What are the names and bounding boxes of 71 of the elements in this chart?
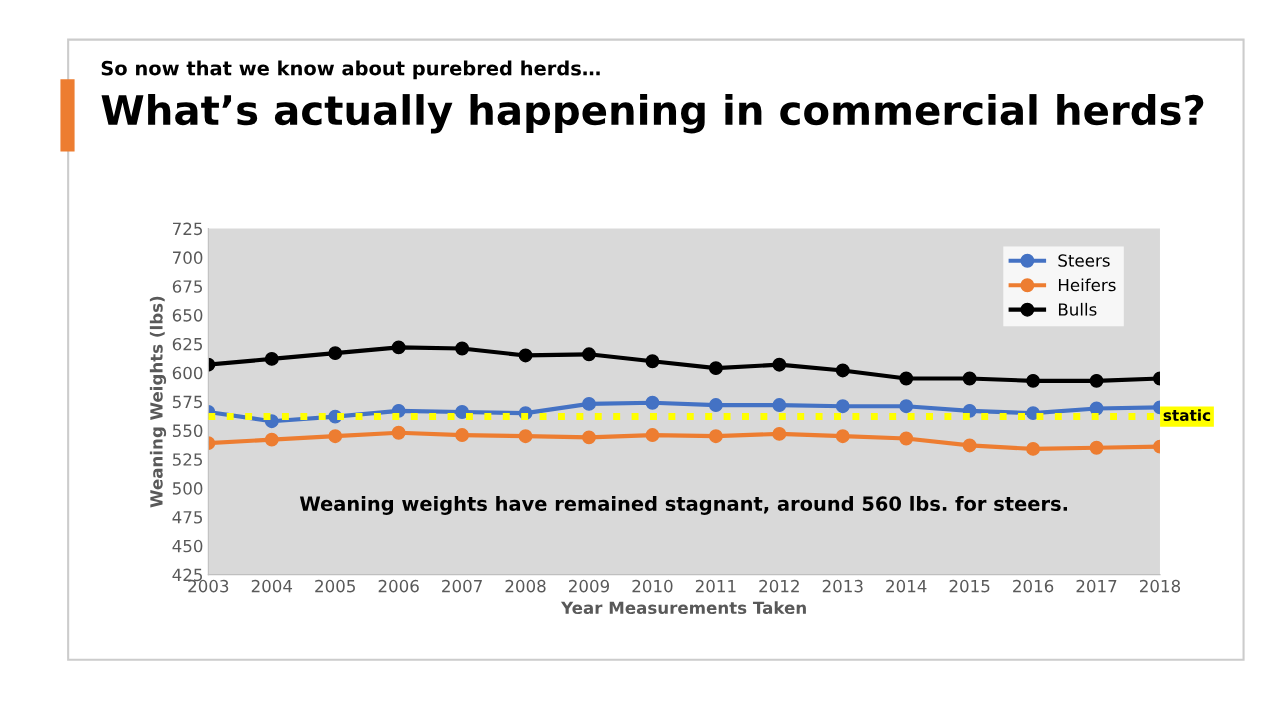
y-tick-label: 575 bbox=[172, 395, 203, 409]
point bbox=[835, 429, 850, 444]
point bbox=[645, 354, 660, 369]
point bbox=[708, 361, 723, 376]
y-axis-title: Weaning Weights (lbs) bbox=[149, 296, 167, 508]
point bbox=[1026, 373, 1041, 388]
y-tick-label: 550 bbox=[172, 424, 203, 438]
x-tick-label: 2011 bbox=[695, 579, 736, 593]
point bbox=[582, 430, 596, 445]
x-tick-label: 2007 bbox=[442, 579, 482, 593]
point bbox=[835, 399, 850, 414]
point bbox=[582, 396, 596, 411]
x-tick-label: 2005 bbox=[315, 579, 355, 593]
point bbox=[391, 340, 406, 355]
y-tick-label: 500 bbox=[172, 482, 203, 495]
x-tick-label: 2013 bbox=[822, 579, 863, 593]
point bbox=[1089, 440, 1104, 455]
x-tick-label: 2017 bbox=[1076, 579, 1117, 593]
y-tick-label: 450 bbox=[172, 539, 203, 553]
y-tick-label: 700 bbox=[173, 251, 203, 264]
x-tick-label: 2016 bbox=[1013, 579, 1054, 593]
point bbox=[962, 438, 977, 453]
point bbox=[518, 348, 533, 363]
y-tick-label: 625 bbox=[172, 337, 203, 351]
x-tick-label: 2015 bbox=[949, 579, 990, 593]
point bbox=[899, 399, 914, 414]
point bbox=[582, 347, 596, 362]
point bbox=[835, 363, 850, 378]
legend-label: Heifers bbox=[1058, 278, 1116, 292]
chart-title: What’s actually happening in commercial herds? bbox=[101, 94, 1204, 134]
point bbox=[264, 351, 279, 366]
x-tick-label: 2018 bbox=[1139, 579, 1181, 593]
point bbox=[455, 405, 470, 419]
chart-subtitle: So now that we know about purebred herds… bbox=[101, 60, 600, 80]
y-tick-label: 525 bbox=[172, 453, 203, 466]
point bbox=[772, 398, 787, 413]
ref-line-label: static bbox=[1163, 409, 1211, 422]
point bbox=[328, 346, 343, 361]
point bbox=[772, 426, 787, 441]
point bbox=[645, 428, 660, 442]
point bbox=[391, 425, 406, 440]
point bbox=[772, 357, 787, 372]
point bbox=[518, 429, 533, 444]
y-tick-label: 600 bbox=[172, 366, 203, 380]
point bbox=[455, 428, 470, 442]
y-tick-label: 675 bbox=[172, 280, 203, 293]
point bbox=[1026, 441, 1041, 456]
point bbox=[708, 398, 723, 413]
x-tick-label: 2014 bbox=[886, 579, 927, 593]
legend-label: Bulls bbox=[1058, 302, 1097, 316]
point bbox=[899, 431, 914, 446]
point bbox=[455, 341, 470, 356]
x-tick-label: 2008 bbox=[505, 579, 546, 593]
point bbox=[899, 371, 914, 386]
y-tick-label: 650 bbox=[172, 309, 203, 322]
annotation: Weaning weights have remained stagnant, around 560 lbs. for steers. bbox=[299, 495, 1068, 515]
legend-label: Steers bbox=[1058, 254, 1110, 267]
point bbox=[1089, 373, 1104, 388]
x-tick-label: 2010 bbox=[632, 579, 673, 593]
x-tick-label: 2006 bbox=[378, 579, 419, 593]
y-tick-label: 475 bbox=[172, 511, 203, 524]
x-tick-label: 2004 bbox=[251, 579, 293, 593]
x-tick-label: 2009 bbox=[569, 579, 610, 593]
x-axis-title: Year Measurements Taken bbox=[560, 601, 806, 615]
point bbox=[645, 395, 660, 410]
point bbox=[328, 429, 343, 444]
y-tick-label: 725 bbox=[173, 222, 203, 236]
point bbox=[264, 432, 279, 447]
point bbox=[962, 371, 977, 386]
x-tick-label: 2012 bbox=[759, 579, 799, 593]
point bbox=[708, 429, 723, 444]
